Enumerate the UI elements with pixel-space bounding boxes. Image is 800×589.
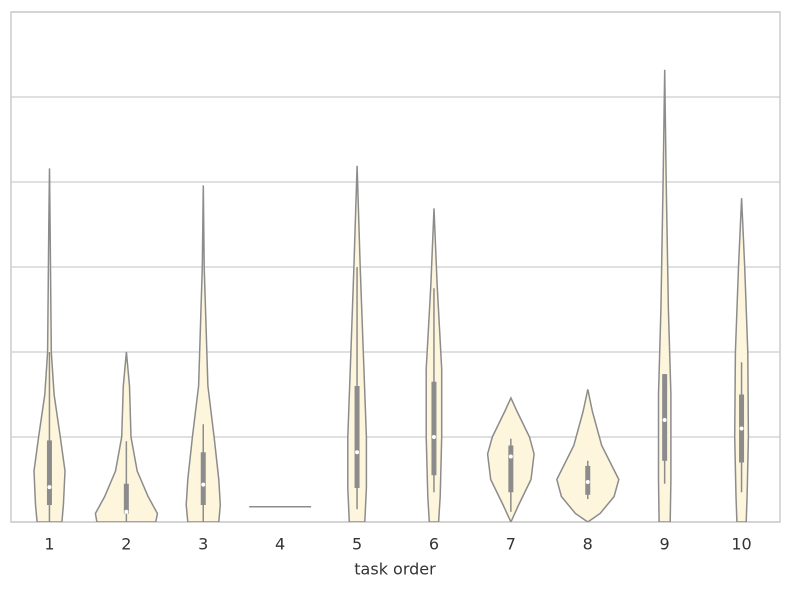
x-tick-label: 9 bbox=[660, 535, 670, 554]
plot-frame bbox=[10, 11, 781, 523]
median bbox=[508, 454, 513, 459]
iqr-box bbox=[508, 445, 514, 493]
iqr-box bbox=[46, 440, 52, 505]
median bbox=[47, 485, 52, 490]
median bbox=[739, 426, 744, 431]
median bbox=[355, 450, 360, 455]
violin bbox=[94, 351, 159, 522]
median bbox=[201, 482, 206, 487]
plot-area bbox=[33, 69, 750, 522]
violin bbox=[556, 389, 620, 522]
x-tick-label: 3 bbox=[198, 535, 208, 554]
median bbox=[124, 509, 129, 514]
violin bbox=[657, 69, 672, 522]
x-tick-label: 6 bbox=[429, 535, 439, 554]
x-tick-label: 2 bbox=[121, 535, 131, 554]
median bbox=[431, 435, 436, 439]
iqr-box bbox=[123, 483, 129, 514]
violin bbox=[733, 198, 750, 522]
x-tick-label: 1 bbox=[44, 535, 54, 554]
median bbox=[662, 418, 667, 422]
x-tick-label: 4 bbox=[275, 535, 285, 554]
violin bbox=[185, 185, 222, 522]
x-tick-label: 10 bbox=[731, 535, 751, 554]
iqr-box bbox=[354, 386, 360, 488]
median bbox=[585, 480, 590, 485]
iqr-box bbox=[431, 381, 437, 476]
x-tick-label: 8 bbox=[583, 535, 593, 554]
x-tick-label: 5 bbox=[352, 535, 362, 554]
iqr-box bbox=[200, 452, 206, 505]
x-tick-label: 7 bbox=[506, 535, 516, 554]
iqr-box bbox=[662, 374, 668, 461]
violin bbox=[33, 168, 66, 522]
x-axis-label: task order bbox=[354, 560, 436, 579]
